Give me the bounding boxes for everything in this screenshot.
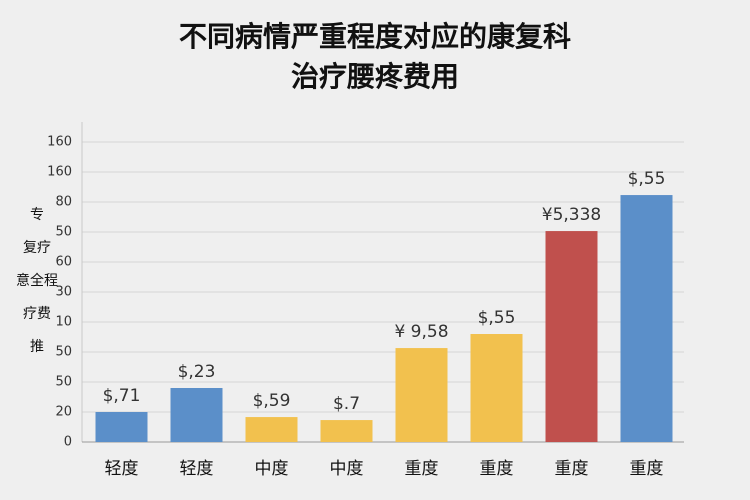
y-axis-label: 复疗: [23, 239, 51, 256]
bar: [620, 195, 673, 442]
bar: [320, 420, 373, 442]
bar-annotation: $,55: [478, 308, 516, 328]
bar: [395, 348, 448, 442]
x-tick-label: 重度: [480, 459, 514, 479]
x-tick-label: 中度: [255, 459, 289, 479]
bar-annotation: ¥ 9,58: [394, 322, 448, 342]
bar-annotation: ¥5,338: [542, 205, 601, 225]
x-tick-label: 重度: [555, 459, 589, 479]
bar-annotation: $,23: [178, 362, 216, 382]
x-tick-label: 重度: [405, 459, 439, 479]
bar: [170, 388, 223, 442]
bar: [545, 231, 598, 442]
bar: [470, 334, 523, 442]
bar: [95, 412, 148, 442]
y-tick-label: 50: [55, 225, 72, 240]
y-tick-label: 60: [55, 255, 72, 270]
bar-annotation: $.7: [333, 394, 360, 414]
y-tick-label: 0: [64, 435, 72, 450]
y-axis-label: 疗费: [23, 306, 51, 322]
y-tick-label: 160: [47, 165, 72, 180]
chart-title: 不同病情严重程度对应的康复科: [179, 20, 571, 53]
x-tick-label: 轻度: [180, 459, 214, 479]
x-tick-label: 轻度: [105, 459, 139, 479]
y-axis-label: 推: [30, 339, 44, 355]
y-tick-label: 10: [55, 315, 72, 330]
bar-annotation: $,55: [628, 169, 666, 189]
x-tick-label: 中度: [330, 459, 364, 479]
y-tick-label: 80: [55, 195, 72, 210]
bar: [245, 417, 298, 442]
y-tick-label: 160: [47, 135, 72, 150]
bar-annotation: $,59: [253, 391, 291, 411]
y-tick-label: 50: [55, 375, 72, 390]
y-axis-label: 意全程: [16, 272, 58, 289]
y-axis-label: 专: [30, 207, 44, 223]
x-tick-label: 重度: [630, 459, 664, 479]
chart-title: 治疗腰疼费用: [291, 60, 459, 93]
bar-annotation: $,71: [103, 386, 141, 406]
y-tick-label: 20: [55, 405, 72, 420]
y-tick-label: 30: [55, 285, 72, 300]
y-tick-label: 50: [55, 345, 72, 360]
